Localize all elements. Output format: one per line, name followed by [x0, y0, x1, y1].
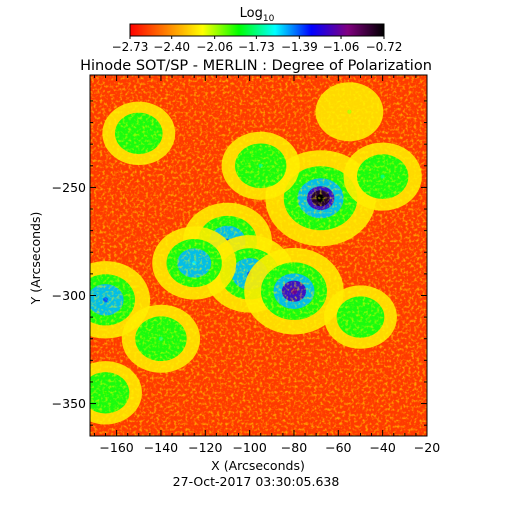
y-axis-ticks: −250 −300 −350	[52, 100, 427, 426]
x-tick-label: −140	[144, 440, 178, 455]
colorbar-tick-label: −1.73	[238, 40, 275, 54]
x-axis-ticks: −160 −140 −120 −100 −80 −60 −40 −20	[93, 75, 440, 455]
colorbar-ticks: −2.73 −2.40 −2.06 −1.73 −1.39 −1.06 −0.72	[112, 36, 403, 54]
colorbar-tick-label: −1.39	[281, 40, 318, 54]
x-tick-label: −80	[281, 440, 307, 455]
x-tick-label: −100	[232, 440, 266, 455]
colorbar-tick-label: −2.06	[196, 40, 233, 54]
x-axis-label: X (Arcseconds)	[211, 458, 305, 473]
granulation-texture	[90, 75, 427, 436]
colorbar-tick-label: −2.73	[112, 40, 149, 54]
y-tick-label: −250	[52, 180, 86, 195]
y-tick-label: −300	[52, 288, 86, 303]
x-tick-label: −40	[369, 440, 395, 455]
colorbar-label-subscript: 10	[263, 14, 275, 24]
colorbar-label: Log10	[240, 6, 275, 24]
chart-title: Hinode SOT/SP - MERLIN : Degree of Polar…	[80, 58, 432, 74]
x-tick-label: −160	[99, 440, 133, 455]
x-tick-label: −120	[188, 440, 222, 455]
y-tick-label: −350	[52, 396, 86, 411]
colorbar-tick-label: −0.72	[366, 40, 403, 54]
colorbar-label-base: Log	[240, 6, 263, 21]
plot-frame	[89, 74, 428, 437]
x-tick-label: −20	[414, 440, 440, 455]
timestamp: 27-Oct-2017 03:30:05.638	[173, 474, 340, 489]
colorbar-tick-label: −2.40	[153, 40, 190, 54]
colorbar	[129, 23, 385, 37]
colorbar-tick-label: −1.06	[323, 40, 360, 54]
heatmap-image	[90, 75, 427, 436]
y-axis-label: Y (Arcseconds)	[28, 212, 43, 306]
x-tick-label: −60	[325, 440, 351, 455]
